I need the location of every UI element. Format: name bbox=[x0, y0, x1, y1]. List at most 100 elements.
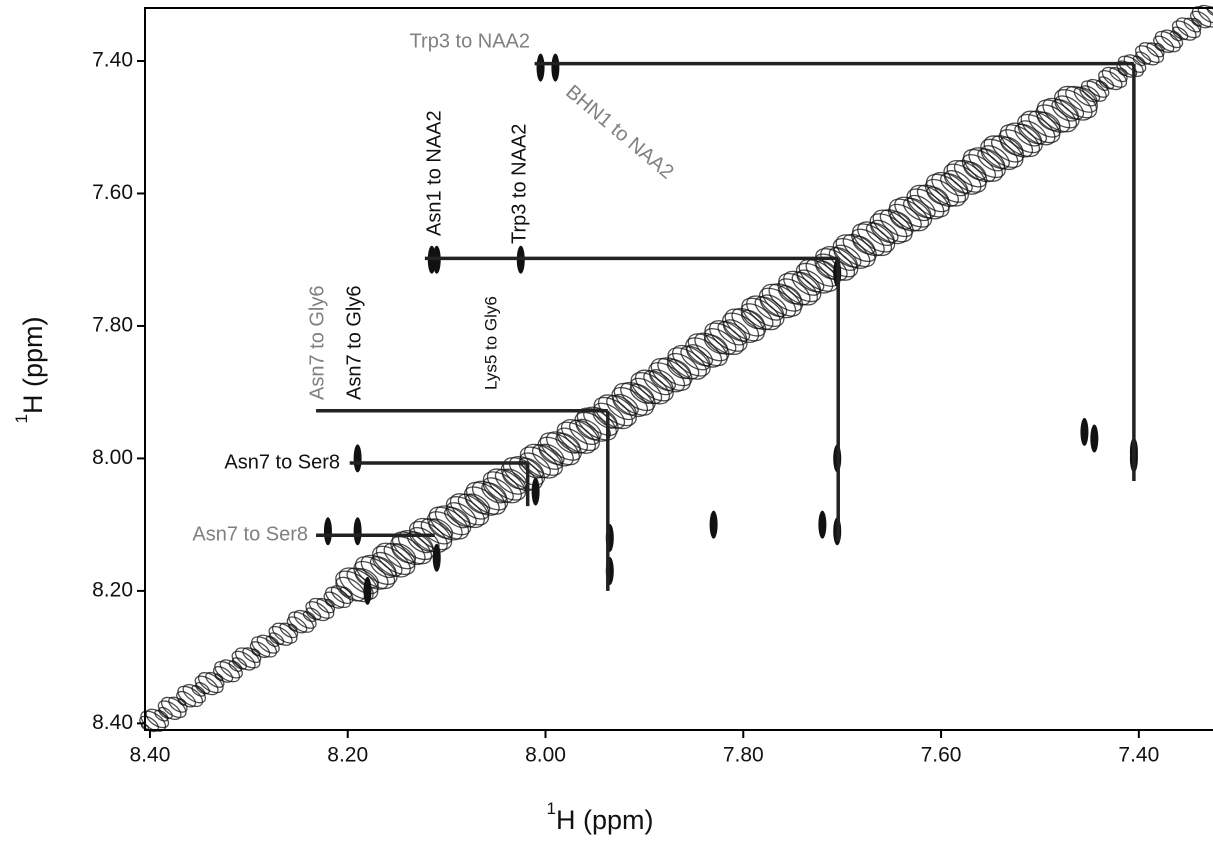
annotation: Asn7 to Gly6 bbox=[306, 285, 328, 400]
diagonal-contour bbox=[140, 710, 167, 732]
diagonal-contour bbox=[471, 480, 509, 511]
diagonal-contour bbox=[832, 237, 871, 269]
diagonal-contour bbox=[428, 518, 454, 539]
diagonal-contour bbox=[214, 660, 241, 683]
diagonal-contour bbox=[383, 542, 416, 570]
y-tick-label: 8.20 bbox=[92, 578, 133, 601]
diagonal-contour bbox=[546, 431, 582, 461]
diagonal-contour bbox=[759, 294, 788, 318]
annotation: Lys5 to Gly6 bbox=[481, 296, 500, 390]
diagonal-contour bbox=[1153, 35, 1175, 54]
diagonal-contour bbox=[611, 386, 648, 418]
cross-peak bbox=[709, 510, 718, 539]
diagonal-contour bbox=[1028, 110, 1062, 138]
x-tick-label: 7.80 bbox=[723, 744, 764, 767]
diagonal-contour bbox=[983, 135, 1024, 168]
diagonal-contour bbox=[820, 246, 859, 278]
diagonal-contour bbox=[569, 419, 601, 446]
diagonal-contour bbox=[671, 344, 711, 377]
diagonal-contour bbox=[879, 209, 914, 238]
cross-peak bbox=[323, 517, 332, 546]
diagonal-contour bbox=[980, 145, 1010, 170]
cross-peak bbox=[531, 477, 540, 506]
diagonal-contour bbox=[722, 319, 751, 342]
diagonal-contour bbox=[926, 186, 950, 206]
x-tick-label: 7.40 bbox=[1118, 744, 1159, 767]
diagonal-contour bbox=[354, 568, 379, 589]
diagonal-contour bbox=[870, 219, 899, 244]
diagonal-contour bbox=[249, 641, 271, 659]
diagonal-contour bbox=[338, 567, 379, 600]
y-tick-label: 7.60 bbox=[92, 181, 133, 204]
diagonal-contour bbox=[685, 337, 723, 368]
diagonal-contour bbox=[894, 196, 933, 228]
diagonal-contour bbox=[531, 444, 564, 470]
diagonal-contour bbox=[1036, 111, 1061, 132]
diagonal-contour bbox=[302, 611, 316, 623]
diagonal-contour bbox=[783, 270, 822, 303]
diagonal-contour bbox=[872, 209, 913, 243]
x-tick-label: 8.40 bbox=[130, 744, 171, 767]
diagonal-contour bbox=[612, 393, 639, 416]
diagonal-contour bbox=[177, 685, 204, 708]
annotation: Asn7 to Ser8 bbox=[224, 451, 340, 473]
diagonal-contour bbox=[778, 285, 802, 305]
diagonal-contour bbox=[909, 184, 950, 218]
diagonal-contour bbox=[686, 344, 714, 367]
diagonal-contour bbox=[1095, 80, 1109, 92]
y-axis-superscript: 1 bbox=[12, 414, 31, 423]
diagonal-contour bbox=[508, 455, 546, 486]
diagonal-contour bbox=[444, 506, 471, 529]
diagonal-contour bbox=[634, 369, 674, 402]
diagonal-contour bbox=[648, 362, 686, 393]
diagonal-contour bbox=[833, 244, 862, 268]
diagonal-contour bbox=[1154, 30, 1181, 53]
cross-peak bbox=[1090, 424, 1099, 453]
x-tick-label: 8.20 bbox=[327, 744, 368, 767]
diagonal-contour bbox=[731, 307, 767, 337]
diagonal-contour bbox=[538, 443, 565, 465]
cross-peak bbox=[363, 576, 372, 605]
diagonal-contour bbox=[339, 586, 353, 598]
diagonal-contour bbox=[434, 505, 472, 536]
diagonal-contour bbox=[316, 597, 336, 614]
diagonal-contour bbox=[323, 591, 345, 609]
diagonal-contour bbox=[1000, 136, 1024, 156]
diagonal-contour bbox=[1117, 55, 1144, 78]
y-tick-label: 8.00 bbox=[92, 446, 133, 469]
diagonal-contour bbox=[575, 418, 602, 441]
x-axis-superscript: 1 bbox=[547, 799, 556, 818]
diagonal-contour bbox=[463, 486, 500, 516]
diagonal-contour bbox=[176, 690, 197, 708]
diagonal-contour bbox=[486, 468, 527, 501]
diagonal-contour bbox=[758, 287, 797, 319]
diagonal-contour bbox=[212, 666, 234, 683]
diagonal-contour bbox=[1079, 85, 1101, 103]
diagonal-contour bbox=[946, 160, 987, 193]
diagonal-contour bbox=[251, 636, 278, 658]
annotation: Asn7 to Ser8 bbox=[192, 523, 308, 545]
diagonal-contour bbox=[597, 394, 637, 427]
plot-area bbox=[139, 4, 1213, 733]
diagonal-contour bbox=[842, 233, 877, 263]
diagonal-contour bbox=[457, 493, 490, 520]
diagonal-contour bbox=[768, 283, 804, 312]
diagonal-contour bbox=[953, 159, 988, 188]
cross-peak bbox=[353, 517, 362, 546]
diagonal-contour bbox=[369, 556, 397, 579]
cross-peak bbox=[432, 543, 441, 572]
diagonal-contour bbox=[657, 357, 693, 387]
diagonal-contour bbox=[481, 482, 508, 504]
x-axis-label: H (ppm) bbox=[556, 805, 654, 835]
diagonal-contour bbox=[857, 221, 896, 253]
diagonal-contour bbox=[560, 419, 600, 452]
y-axis-label: H (ppm) bbox=[18, 317, 48, 415]
plot-frame bbox=[144, 7, 1213, 731]
annotation: Trp3 to NAA2 bbox=[508, 124, 530, 244]
diagonal-contour bbox=[916, 184, 951, 213]
diagonal-contour bbox=[288, 611, 315, 633]
diagonal-contour bbox=[242, 647, 262, 664]
diagonal-contour bbox=[154, 709, 169, 722]
diagonal-contour bbox=[1189, 10, 1212, 29]
